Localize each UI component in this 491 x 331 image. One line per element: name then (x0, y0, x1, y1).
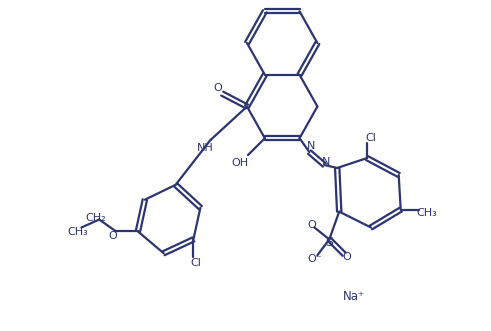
Text: Na⁺: Na⁺ (343, 290, 365, 304)
Text: NH: NH (197, 143, 214, 153)
Text: N: N (322, 157, 330, 167)
Text: Cl: Cl (365, 133, 377, 143)
Text: N: N (307, 141, 316, 151)
Text: O: O (307, 219, 316, 229)
Text: CH₃: CH₃ (416, 208, 437, 217)
Text: O: O (214, 83, 222, 93)
Text: O: O (109, 231, 117, 241)
Text: OH: OH (231, 158, 248, 168)
Text: O: O (343, 252, 352, 262)
Text: CH₃: CH₃ (67, 227, 88, 237)
Text: CH₂: CH₂ (85, 213, 106, 222)
Text: S: S (326, 236, 333, 249)
Text: O⁻: O⁻ (307, 254, 322, 264)
Text: Cl: Cl (190, 258, 201, 268)
